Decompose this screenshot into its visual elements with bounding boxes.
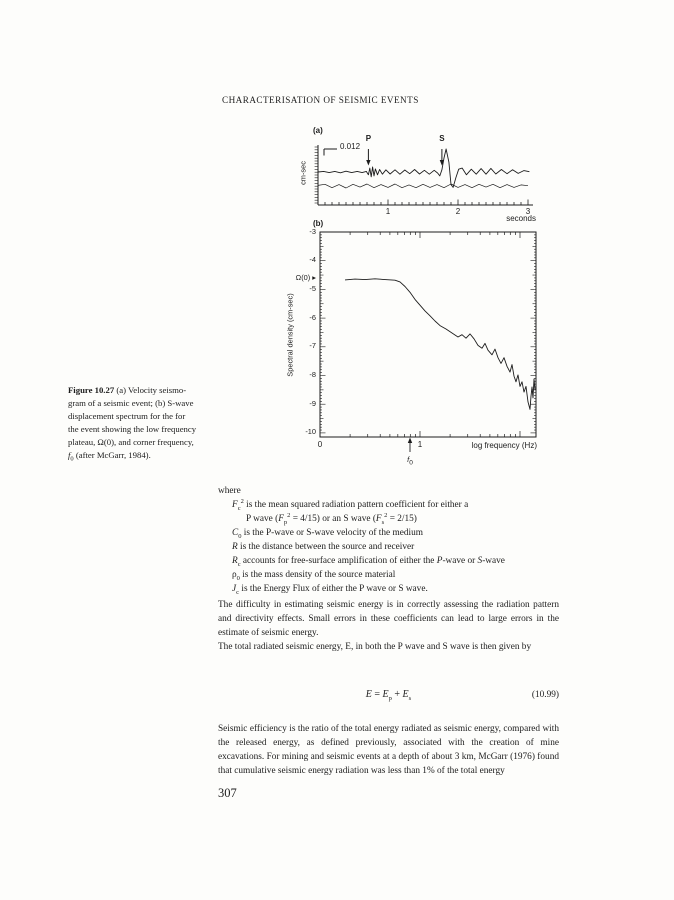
definition-fc: Fc2 is the mean squared radiation patter… [232,497,469,512]
panel-b-ytick--10: -10 [305,427,316,437]
panel-a-xtick-1: 1 [385,207,391,216]
panel-b-ytick--9: -9 [309,398,316,408]
omega-plateau-marker: Ω(0) ▸ [295,272,316,282]
page-number: 307 [218,786,237,800]
panel-a-ylabel: cm-sec [298,161,308,185]
paragraph-seismic-efficiency: Seismic efficiency is the ratio of the t… [218,724,559,776]
panel-b-label: (b) [313,219,324,228]
panel-b-ytick--3: -3 [309,226,316,236]
panel-b-xlabel: log frequency (Hz) [471,441,537,450]
equation-body: E = Ep + Es [365,689,412,702]
panel-a-xlabel: seconds [506,214,536,223]
running-head: CHARACTERISATION OF SEISMIC EVENTS [222,95,419,105]
panel-b-ytick--7: -7 [309,341,316,351]
definition-c0: C0 is the P-wave or S-wave velocity of t… [232,528,423,540]
corner-frequency-label: f0 [407,455,413,467]
paragraph-total-energy-text: The total radiated seismic energy, E, in… [218,642,520,652]
panel-a-xtick-3: 3 [525,207,531,216]
s-wave-marker: S [439,134,445,143]
panel-b-xtick-1: 1 [417,440,423,449]
panel-b-ytick--5: -5 [309,283,316,293]
panel-a-xtick-2: 2 [455,207,461,216]
paragraph-difficulty: The difficulty in estimating seismic ene… [218,600,559,638]
where-intro: where [218,486,241,496]
figure-10-27: (a) 0.012 cm-sec P S 1 2 3 seconds (b) -3 -4 -5 -6 -7 -… [280,125,548,473]
panel-b-ytick--6: -6 [309,312,316,322]
equation-number: (10.99) [531,690,559,700]
paragraph-total-energy: The total radiated seismic energy, E, in… [218,640,559,654]
p-wave-marker: P [365,134,372,143]
definition-fc-cont: P wave (Fp2 = 4/15) or an S wave (Fs2 = … [246,511,417,526]
equation-10-99: E = Ep + Es (10.99) [218,688,559,704]
definition-r: R is the distance between the source and… [232,542,415,552]
paragraph-total-energy-by: by [521,642,532,652]
panel-b-ylabel: Spectral density (cm-sec) [285,293,295,377]
figure-caption-label: Figure 10.27 [68,385,115,395]
definition-jc: Jc is the Energy Flux of either the P wa… [232,584,428,596]
symbol-definitions: where Fc2 is the mean squared radiation … [218,484,559,596]
panel-a-label: (a) [313,126,323,135]
definition-rc: Rc accounts for free-surface amplificati… [232,556,505,568]
definition-rho0: ρ0 is the mass density of the source mat… [232,570,396,582]
figure-caption: Figure 10.27 (a) Velocity seismo-gram of… [68,384,212,463]
panel-a-scale-value: 0.012 [340,142,361,151]
figure-caption-text: (a) Velocity seismo-gram of a seismic ev… [68,385,197,464]
panel-b-ytick--4: -4 [309,255,316,265]
panel-b-ytick--8: -8 [309,370,316,379]
panel-b-xtick-0: 0 [317,440,323,449]
figure-plot-canvas [314,145,537,452]
